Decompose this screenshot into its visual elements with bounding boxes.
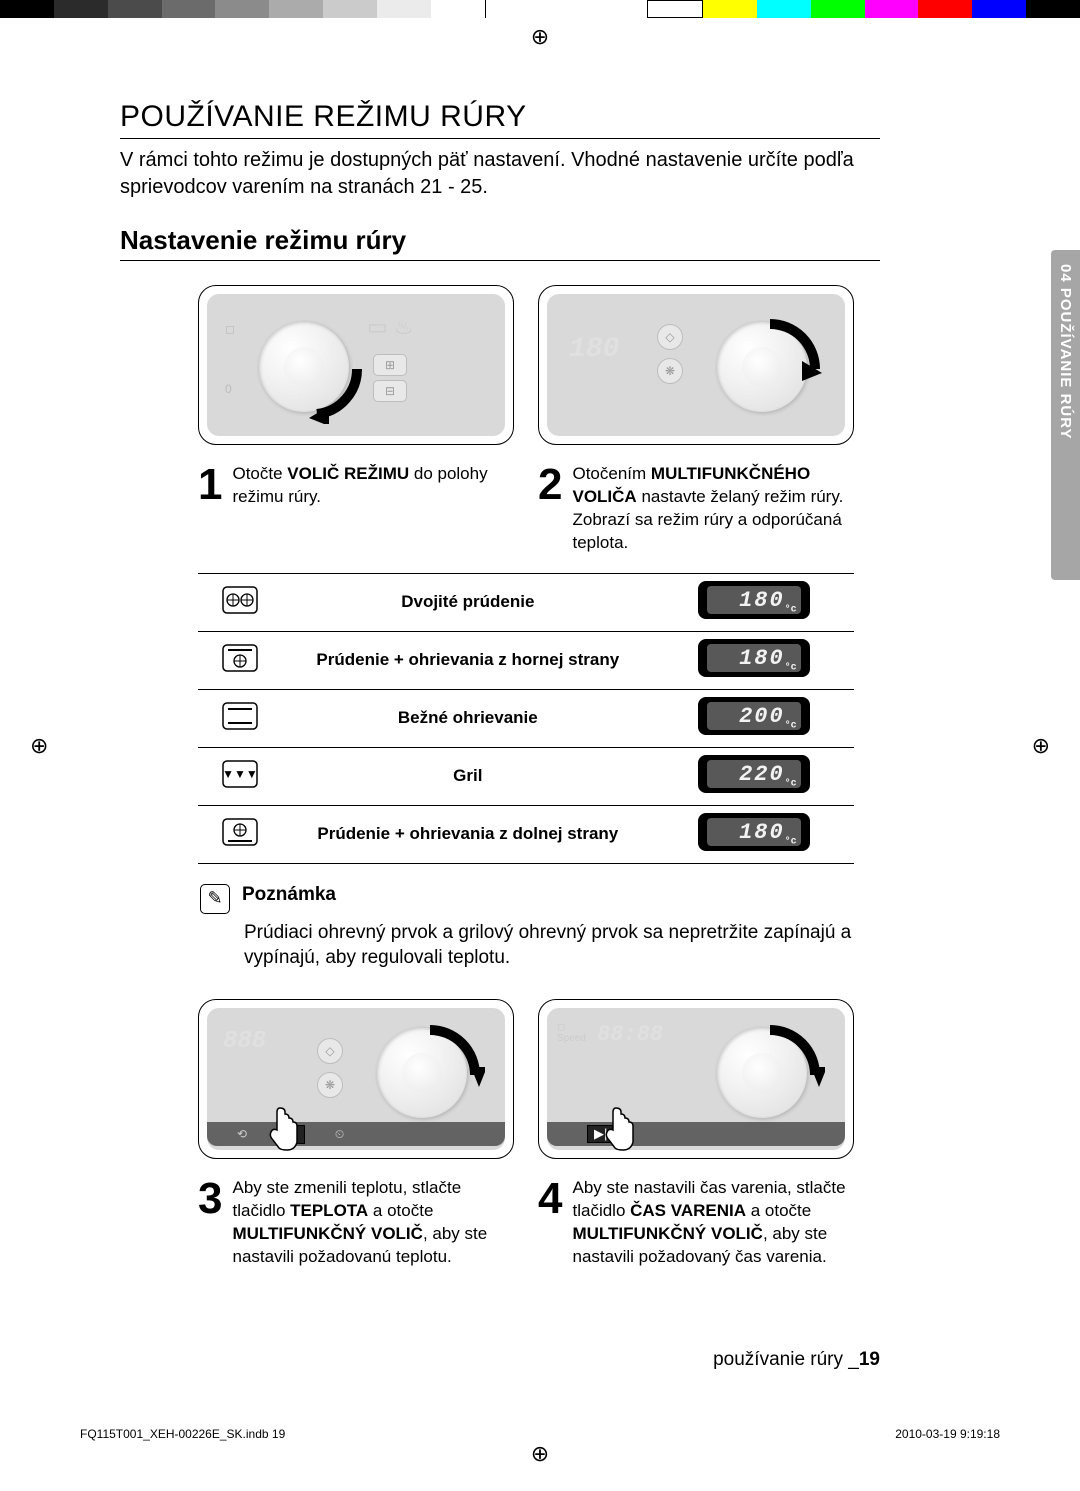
page-footer: používanie rúry _19 bbox=[713, 1349, 880, 1371]
step-number: 2 bbox=[538, 463, 562, 555]
step-1: 1 Otočte VOLIČ REŽIMU do polohy režimu r… bbox=[198, 463, 514, 555]
steps-row-1: 1 Otočte VOLIČ REŽIMU do polohy režimu r… bbox=[198, 463, 880, 555]
panel-step-1: ◻ 0 ▭ ♨ ⊞ ⊟ bbox=[198, 285, 514, 445]
table-row: Prúdenie + ohrievania z hornej strany180… bbox=[198, 631, 854, 689]
registration-mark-icon: ⊕ bbox=[30, 733, 48, 759]
registration-mark-icon: ⊕ bbox=[1032, 733, 1050, 759]
print-file-name: FQ115T001_XEH-00226E_SK.indb 19 bbox=[80, 1427, 285, 1441]
rotate-arrow-icon bbox=[715, 314, 825, 424]
table-row: ▼▼▼ Gril220°c bbox=[198, 747, 854, 805]
mode-icon-cell bbox=[198, 573, 282, 631]
steps-row-2: 3 Aby ste zmenili teplotu, stlačte tlači… bbox=[198, 1177, 880, 1269]
print-footer: FQ115T001_XEH-00226E_SK.indb 19 2010-03-… bbox=[0, 1427, 1080, 1441]
step-4: 4 Aby ste nastavili čas varenia, stlačte… bbox=[538, 1177, 854, 1269]
mode-temperature-display: 200°c bbox=[653, 689, 854, 747]
step-3: 3 Aby ste zmenili teplotu, stlačte tlači… bbox=[198, 1177, 514, 1269]
table-row: Bežné ohrievanie200°c bbox=[198, 689, 854, 747]
chapter-side-tab: 04 POUŽÍVANIE RÚRY bbox=[1051, 250, 1080, 580]
mode-icon-cell: ▼▼▼ bbox=[198, 747, 282, 805]
registration-mark-icon: ⊕ bbox=[531, 1441, 549, 1467]
hand-pointer-icon bbox=[265, 1106, 301, 1152]
rotate-arrow-icon bbox=[715, 1020, 825, 1130]
step-number: 3 bbox=[198, 1177, 222, 1269]
intro-text: V rámci tohto režimu je dostupných päť n… bbox=[120, 147, 880, 201]
section-title: Nastavenie režimu rúry bbox=[120, 225, 880, 261]
mode-temperature-display: 180°c bbox=[653, 805, 854, 863]
mode-label: Dvojité prúdenie bbox=[282, 573, 653, 631]
panel-step-3: 888 ◇ ❋ ⟲ 🌡 ⏲ bbox=[198, 999, 514, 1159]
rotate-arrow-icon bbox=[257, 314, 367, 424]
fan-icon: ❋ bbox=[317, 1072, 343, 1098]
note-icon: ✎ bbox=[200, 884, 230, 914]
mode-label: Bežné ohrievanie bbox=[282, 689, 653, 747]
mode-label: Prúdenie + ohrievania z dolnej strany bbox=[282, 805, 653, 863]
registration-mark-icon: ⊕ bbox=[531, 24, 549, 50]
hand-pointer-icon bbox=[601, 1106, 637, 1152]
svg-text:▼▼▼: ▼▼▼ bbox=[222, 767, 258, 781]
step-number: 1 bbox=[198, 463, 222, 555]
mode-table: Dvojité prúdenie180°cPrúdenie + ohrievan… bbox=[198, 573, 854, 864]
mode-label: Gril bbox=[282, 747, 653, 805]
panels-row-1: ◻ 0 ▭ ♨ ⊞ ⊟ 180 ◇ ❋ bbox=[198, 285, 880, 445]
panels-row-2: 888 ◇ ❋ ⟲ 🌡 ⏲ bbox=[198, 999, 880, 1159]
page-title: POUŽÍVANIE REŽIMU RÚRY bbox=[120, 100, 880, 139]
note-title: Poznámka bbox=[242, 884, 336, 906]
mode-icon-cell bbox=[198, 631, 282, 689]
mode-icon-cell bbox=[198, 805, 282, 863]
table-row: Dvojité prúdenie180°c bbox=[198, 573, 854, 631]
panel-step-4: 88:88 ◻Speed ▶| bbox=[538, 999, 854, 1159]
panel-step-2: 180 ◇ ❋ bbox=[538, 285, 854, 445]
fan-icon: ❋ bbox=[657, 358, 683, 384]
note-row: ✎ Poznámka bbox=[200, 884, 880, 914]
mode-temperature-display: 180°c bbox=[653, 631, 854, 689]
print-color-bar bbox=[0, 0, 1080, 18]
step-2: 2 Otočením MULTIFUNKČNÉHO VOLIČA nastavt… bbox=[538, 463, 854, 555]
up-icon: ◇ bbox=[657, 324, 683, 350]
rotate-arrow-icon bbox=[375, 1020, 485, 1130]
table-row: Prúdenie + ohrievania z dolnej strany180… bbox=[198, 805, 854, 863]
mode-temperature-display: 220°c bbox=[653, 747, 854, 805]
mode-temperature-display: 180°c bbox=[653, 573, 854, 631]
up-icon: ◇ bbox=[317, 1038, 343, 1064]
print-timestamp: 2010-03-19 9:19:18 bbox=[895, 1427, 1000, 1441]
mode-icon-cell bbox=[198, 689, 282, 747]
step-number: 4 bbox=[538, 1177, 562, 1269]
note-body: Prúdiaci ohrevný prvok a grilový ohrevný… bbox=[244, 920, 884, 971]
mode-label: Prúdenie + ohrievania z hornej strany bbox=[282, 631, 653, 689]
